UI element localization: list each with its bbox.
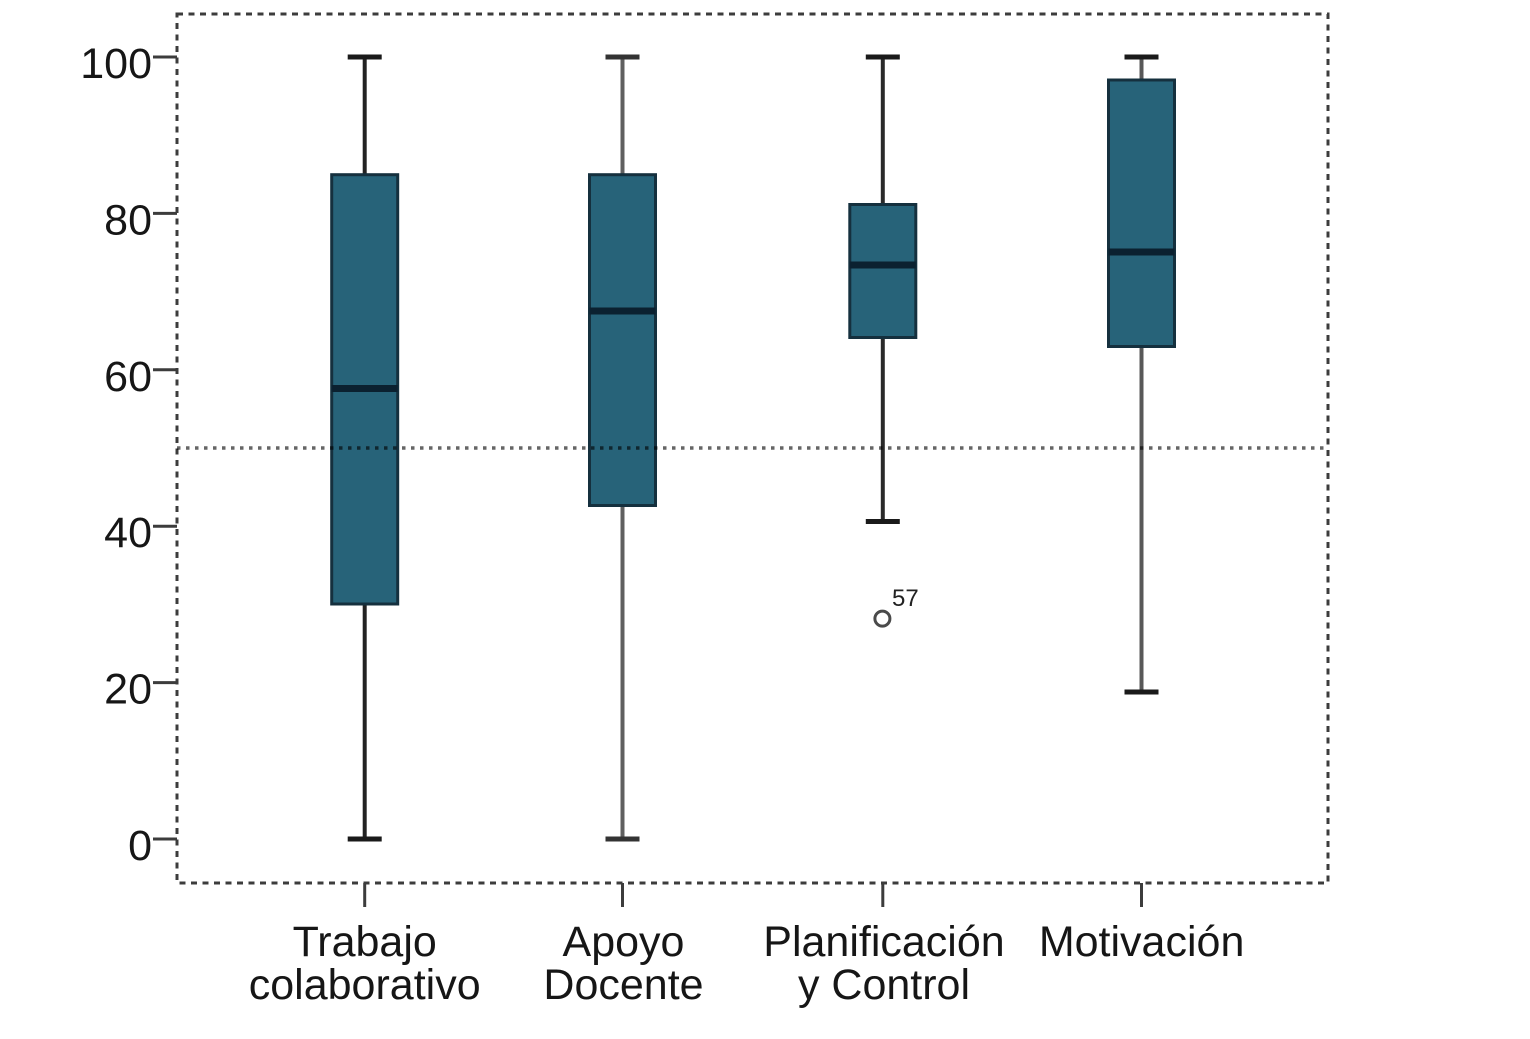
svg-text:40: 40 <box>104 509 152 557</box>
svg-text:Trabajo: Trabajo <box>293 918 437 966</box>
svg-text:y Control: y Control <box>798 961 970 1009</box>
svg-text:57: 57 <box>892 585 919 612</box>
svg-text:100: 100 <box>80 40 152 88</box>
svg-text:Motivación: Motivación <box>1039 918 1245 966</box>
svg-text:Apoyo: Apoyo <box>563 918 685 966</box>
svg-text:0: 0 <box>128 822 152 870</box>
svg-text:80: 80 <box>104 196 152 244</box>
svg-text:colaborativo: colaborativo <box>249 961 481 1009</box>
svg-text:20: 20 <box>104 666 152 714</box>
svg-text:Docente: Docente <box>543 961 703 1009</box>
svg-text:60: 60 <box>104 353 152 401</box>
svg-text:Planificación: Planificación <box>763 918 1004 966</box>
